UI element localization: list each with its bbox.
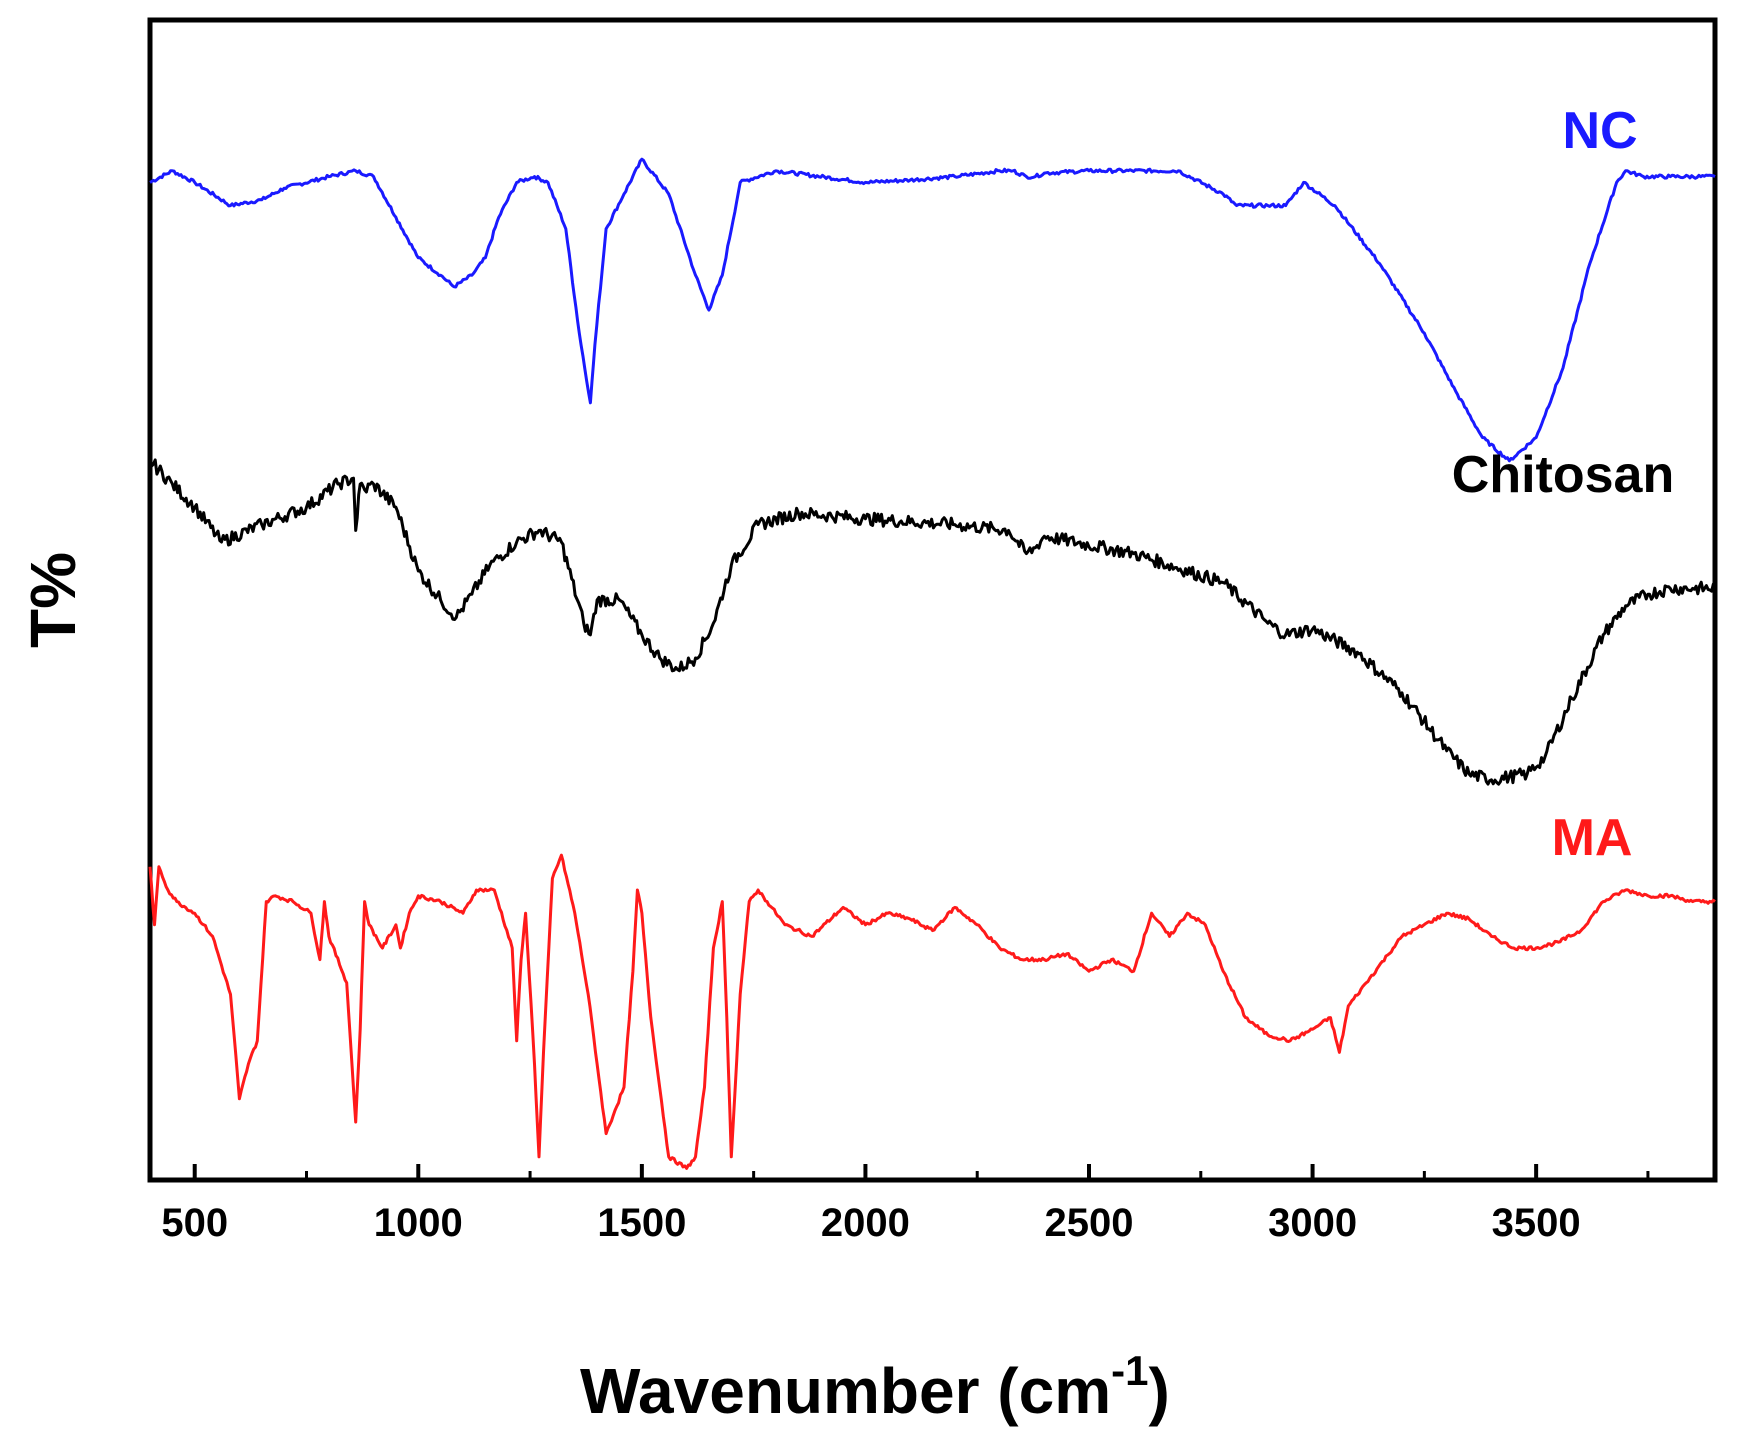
x-tick-label: 1000	[374, 1201, 463, 1245]
x-tick-label: 3500	[1492, 1201, 1581, 1245]
y-axis-title: T%	[17, 552, 89, 648]
plot-frame	[147, 17, 1718, 1183]
series-label-ma: MA	[1552, 809, 1633, 867]
x-axis-title-suffix: )	[1148, 1355, 1169, 1427]
series-lines	[148, 157, 1717, 1170]
series-line-nc	[149, 157, 1716, 463]
x-tick-label: 1500	[597, 1201, 686, 1245]
x-axis-ticks: 500 1000 1500 2000 2500 3000 3500	[161, 1164, 1650, 1245]
x-axis-title: Wavenumber (cm-1)	[580, 1347, 1170, 1427]
series-line-chitosan	[148, 458, 1717, 786]
series-line-ma	[148, 853, 1716, 1170]
x-tick-label: 2000	[821, 1201, 910, 1245]
series-label-chitosan: Chitosan	[1452, 446, 1674, 504]
x-tick-label: 500	[161, 1201, 228, 1245]
x-tick-label: 3000	[1268, 1201, 1357, 1245]
series-labels: NC Chitosan MA	[1452, 102, 1674, 867]
x-axis-title-superscript: -1	[1111, 1347, 1148, 1394]
series-label-nc: NC	[1562, 102, 1637, 160]
x-axis-title-main: Wavenumber (cm	[580, 1355, 1111, 1427]
x-tick-label: 2500	[1045, 1201, 1134, 1245]
